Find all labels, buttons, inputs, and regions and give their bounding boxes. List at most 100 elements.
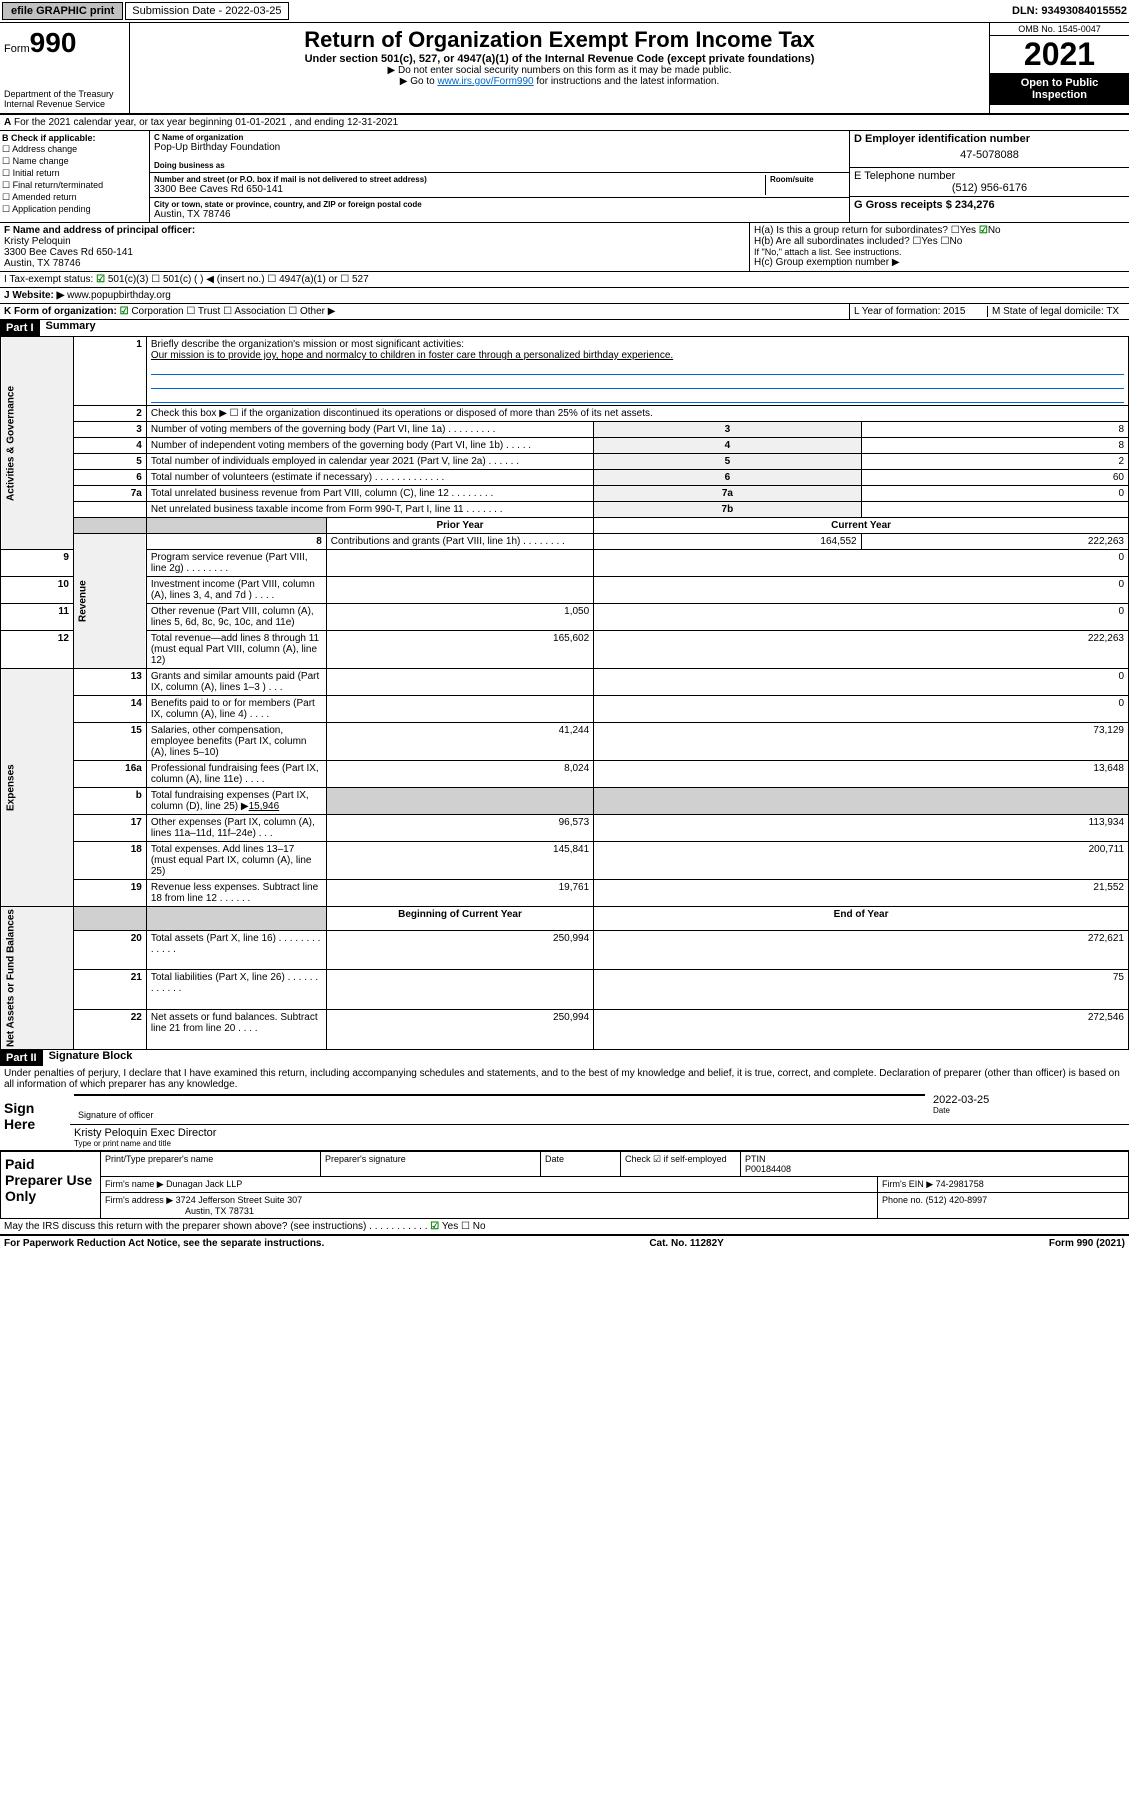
hb: H(b) Are all subordinates included? ☐Yes… (754, 236, 1125, 247)
cb-app[interactable]: ☐ Application pending (2, 204, 147, 215)
part1-header: Part I (0, 320, 40, 336)
line-lm: L Year of formation: 2015 M State of leg… (849, 304, 1129, 319)
sign-here: Sign Here (0, 1092, 70, 1150)
form-id: Form 990 (2021) (1049, 1238, 1125, 1249)
side-ag: Activities & Governance (1, 337, 74, 550)
phone-label: E Telephone number (854, 170, 1125, 182)
firm-addr1: 3724 Jefferson Street Suite 307 (176, 1195, 302, 1205)
discuss-row: May the IRS discuss this return with the… (0, 1219, 1129, 1235)
l10: Investment income (Part VIII, column (A)… (146, 577, 326, 604)
c12: 222,263 (594, 631, 1129, 669)
line-a: A For the 2021 calendar year, or tax yea… (0, 115, 1129, 131)
firm-ein-label: Firm's EIN ▶ (882, 1179, 933, 1189)
discuss-text: May the IRS discuss this return with the… (4, 1221, 428, 1232)
ein-label: D Employer identification number (854, 133, 1125, 145)
b-title: B Check if applicable: (2, 133, 147, 143)
l11: Other revenue (Part VIII, column (A), li… (146, 604, 326, 631)
c14: 0 (594, 696, 1129, 723)
c19: 21,552 (594, 880, 1129, 907)
col-de: D Employer identification number 47-5078… (849, 131, 1129, 222)
cb-init[interactable]: ☐ Initial return (2, 168, 147, 179)
pt-check: Check ☑ if self-employed (625, 1154, 736, 1165)
title-sub1: Under section 501(c), 527, or 4947(a)(1)… (134, 53, 985, 65)
p15: 41,244 (326, 723, 593, 761)
l5: Total number of individuals employed in … (146, 454, 593, 470)
l3: Number of voting members of the governin… (146, 422, 593, 438)
sign-here-row: Sign Here Signature of officer 2022-03-2… (0, 1092, 1129, 1151)
section-h: H(a) Is this a group return for subordin… (749, 223, 1129, 271)
firm-phone-label: Phone no. (882, 1195, 923, 1205)
city-val: Austin, TX 78746 (154, 209, 845, 220)
k-label: K Form of organization: (4, 306, 117, 317)
top-bar: efile GRAPHIC print Submission Date - 20… (0, 0, 1129, 23)
cb-final[interactable]: ☐ Final return/terminated (2, 180, 147, 191)
addr-label: Number and street (or P.O. box if mail i… (154, 175, 765, 184)
hc: H(c) Group exemption number ▶ (754, 257, 1125, 268)
p9 (326, 550, 593, 577)
ha: H(a) Is this a group return for subordin… (754, 225, 1125, 236)
sig-date: 2022-03-25 (933, 1094, 1125, 1106)
side-na: Net Assets or Fund Balances (1, 907, 74, 1050)
date-label: Date (933, 1106, 1125, 1115)
form-word: Form (4, 43, 30, 55)
section-klm: K Form of organization: ☑ Corporation ☐ … (0, 304, 1129, 320)
l14: Benefits paid to or for members (Part IX… (146, 696, 326, 723)
l1: Briefly describe the organization's miss… (146, 337, 1128, 406)
h-end: End of Year (594, 907, 1129, 931)
line-m: M State of legal domicile: TX (988, 306, 1125, 317)
cb-name[interactable]: ☐ Name change (2, 156, 147, 167)
sig-label: Signature of officer (74, 1108, 925, 1122)
cb-addr[interactable]: ☐ Address change (2, 144, 147, 155)
line-a-text: For the 2021 calendar year, or tax year … (14, 117, 398, 128)
p8: 164,552 (594, 534, 861, 550)
l7b: Net unrelated business taxable income fr… (146, 502, 593, 518)
paid-label: Paid Preparer Use Only (1, 1152, 101, 1218)
ptin: P00184408 (745, 1164, 1124, 1174)
firm-phone: (512) 420-8997 (926, 1195, 988, 1205)
open-public: Open to Public Inspection (990, 73, 1129, 105)
p19: 19,761 (326, 880, 593, 907)
efile-button[interactable]: efile GRAPHIC print (2, 2, 123, 20)
addr-val: 3300 Bee Caves Rd 650-141 (154, 184, 765, 195)
firm-name: Dunagan Jack LLP (166, 1179, 242, 1189)
l6: Total number of volunteers (estimate if … (146, 470, 593, 486)
p16a: 8,024 (326, 761, 593, 788)
part1-title: Summary (40, 320, 96, 336)
l12: Total revenue—add lines 8 through 11 (mu… (146, 631, 326, 669)
city-field: City or town, state or province, country… (150, 198, 849, 222)
org-name-field: C Name of organization Pop-Up Birthday F… (150, 131, 849, 173)
l8: Contributions and grants (Part VIII, lin… (326, 534, 593, 550)
line-i: I Tax-exempt status: ☑ 501(c)(3) ☐ 501(c… (0, 272, 1129, 287)
line-k: K Form of organization: ☑ Corporation ☐ … (0, 304, 849, 319)
firm-ein: 74-2981758 (936, 1179, 984, 1189)
submission-date: Submission Date - 2022-03-25 (125, 2, 288, 20)
f-addr: 3300 Bee Caves Rd 650-141 (4, 247, 133, 258)
irs-link[interactable]: www.irs.gov/Form990 (437, 76, 533, 87)
firm-addr-label: Firm's address ▶ (105, 1195, 173, 1205)
c22: 272,546 (594, 1010, 1129, 1050)
part2-header-row: Part II Signature Block (0, 1050, 1129, 1066)
l20: Total assets (Part X, line 16) . . . . .… (146, 930, 326, 970)
city-label: City or town, state or province, country… (154, 200, 845, 209)
tax-year: 2021 (990, 36, 1129, 73)
f-name: Kristy Peloquin (4, 236, 71, 247)
l17: Other expenses (Part IX, column (A), lin… (146, 815, 326, 842)
paperwork: For Paperwork Reduction Act Notice, see … (4, 1238, 324, 1249)
irs: Internal Revenue Service (4, 99, 125, 109)
dba-label: Doing business as (154, 161, 845, 170)
ein-field: D Employer identification number 47-5078… (850, 131, 1129, 168)
sub3-pre: ▶ Go to (400, 76, 438, 87)
website-link[interactable]: www.popupbirthday.org (67, 290, 171, 301)
sig-fields: Signature of officer 2022-03-25 Date Kri… (70, 1092, 1129, 1150)
main-info: B Check if applicable: ☐ Address change … (0, 131, 1129, 223)
l7a: Total unrelated business revenue from Pa… (146, 486, 593, 502)
part2-title: Signature Block (43, 1050, 133, 1066)
cb-amend[interactable]: ☐ Amended return (2, 192, 147, 203)
declaration: Under penalties of perjury, I declare th… (0, 1066, 1129, 1092)
c8: 222,263 (861, 534, 1128, 550)
l18: Total expenses. Add lines 13–17 (must eq… (146, 842, 326, 880)
f-city: Austin, TX 78746 (4, 258, 81, 269)
v6: 60 (861, 470, 1128, 486)
p17: 96,573 (326, 815, 593, 842)
c10: 0 (594, 577, 1129, 604)
